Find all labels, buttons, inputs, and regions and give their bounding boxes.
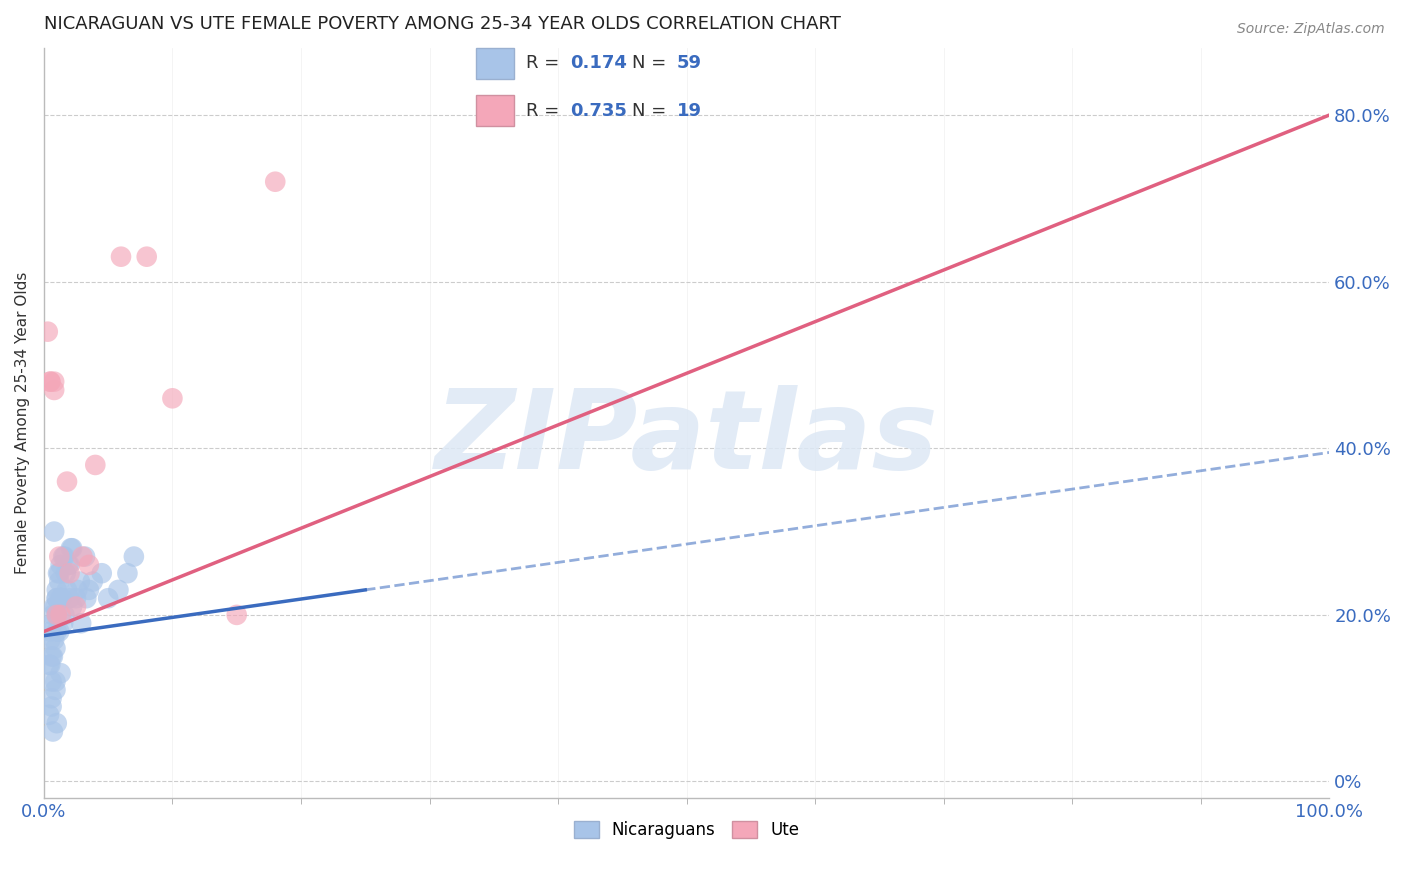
Point bbox=[44, 674, 66, 689]
Text: N =: N = bbox=[633, 54, 672, 72]
Point bbox=[44, 682, 66, 697]
Point bbox=[84, 458, 107, 472]
Point bbox=[69, 574, 91, 589]
Point bbox=[39, 375, 62, 389]
Point bbox=[45, 607, 67, 622]
Point bbox=[53, 607, 76, 622]
Point bbox=[117, 566, 139, 581]
Point bbox=[45, 591, 67, 606]
Text: R =: R = bbox=[526, 54, 565, 72]
Point bbox=[39, 624, 62, 639]
Point bbox=[37, 325, 59, 339]
Text: NICARAGUAN VS UTE FEMALE POVERTY AMONG 25-34 YEAR OLDS CORRELATION CHART: NICARAGUAN VS UTE FEMALE POVERTY AMONG 2… bbox=[44, 15, 841, 33]
Point bbox=[38, 707, 60, 722]
Point bbox=[39, 375, 62, 389]
Point bbox=[44, 383, 66, 397]
Point bbox=[51, 591, 73, 606]
Point bbox=[56, 475, 79, 489]
Point bbox=[41, 674, 63, 689]
Text: N =: N = bbox=[633, 102, 672, 120]
Point bbox=[44, 632, 66, 647]
Point bbox=[52, 549, 75, 564]
Point bbox=[46, 566, 69, 581]
Y-axis label: Female Poverty Among 25-34 Year Olds: Female Poverty Among 25-34 Year Olds bbox=[15, 272, 30, 574]
Point bbox=[65, 599, 87, 614]
Point bbox=[44, 641, 66, 656]
Point bbox=[122, 549, 145, 564]
Point bbox=[58, 591, 80, 606]
Point bbox=[82, 574, 104, 589]
Point bbox=[60, 541, 83, 556]
Point bbox=[45, 716, 67, 731]
Point bbox=[44, 599, 66, 614]
Legend: Nicaraguans, Ute: Nicaraguans, Ute bbox=[567, 814, 806, 846]
Point bbox=[59, 541, 82, 556]
Point bbox=[58, 558, 80, 572]
Point bbox=[58, 558, 80, 572]
Point bbox=[56, 582, 79, 597]
Text: 0.735: 0.735 bbox=[571, 102, 627, 120]
Point bbox=[45, 624, 67, 639]
Point bbox=[41, 649, 63, 664]
Text: 59: 59 bbox=[676, 54, 702, 72]
Point bbox=[42, 649, 65, 664]
Point bbox=[49, 666, 72, 681]
Point bbox=[48, 549, 70, 564]
Point bbox=[90, 566, 112, 581]
Point bbox=[42, 724, 65, 739]
Point bbox=[45, 582, 67, 597]
Text: 19: 19 bbox=[676, 102, 702, 120]
Point bbox=[44, 599, 66, 614]
Point bbox=[75, 591, 97, 606]
Point bbox=[73, 549, 96, 564]
Point bbox=[39, 632, 62, 647]
Point bbox=[49, 591, 72, 606]
Point bbox=[110, 250, 132, 264]
Text: R =: R = bbox=[526, 102, 565, 120]
Point bbox=[162, 392, 184, 406]
FancyBboxPatch shape bbox=[475, 95, 515, 126]
Point bbox=[48, 624, 70, 639]
Point bbox=[72, 549, 94, 564]
Point bbox=[44, 375, 66, 389]
Text: 0.174: 0.174 bbox=[571, 54, 627, 72]
Point bbox=[77, 558, 100, 572]
Point bbox=[97, 591, 120, 606]
Point bbox=[225, 607, 247, 622]
Point bbox=[60, 599, 83, 614]
Point bbox=[42, 607, 65, 622]
Point bbox=[39, 657, 62, 672]
Point bbox=[107, 582, 129, 597]
Point bbox=[49, 558, 72, 572]
Point bbox=[49, 607, 72, 622]
Text: Source: ZipAtlas.com: Source: ZipAtlas.com bbox=[1237, 22, 1385, 37]
Point bbox=[48, 574, 70, 589]
Point bbox=[41, 699, 63, 714]
Point bbox=[44, 524, 66, 539]
Point bbox=[70, 616, 93, 631]
Point bbox=[65, 591, 87, 606]
Point bbox=[45, 607, 67, 622]
Point bbox=[41, 691, 63, 706]
Point bbox=[135, 250, 157, 264]
Point bbox=[53, 549, 76, 564]
Point bbox=[48, 566, 70, 581]
Point bbox=[42, 616, 65, 631]
Point bbox=[45, 591, 67, 606]
Point bbox=[66, 582, 89, 597]
Point bbox=[38, 657, 60, 672]
Point bbox=[264, 175, 287, 189]
FancyBboxPatch shape bbox=[475, 48, 515, 78]
Point bbox=[55, 566, 77, 581]
Point bbox=[58, 566, 80, 581]
Text: ZIPatlas: ZIPatlas bbox=[434, 384, 938, 491]
Point bbox=[52, 616, 75, 631]
Point bbox=[77, 582, 100, 597]
